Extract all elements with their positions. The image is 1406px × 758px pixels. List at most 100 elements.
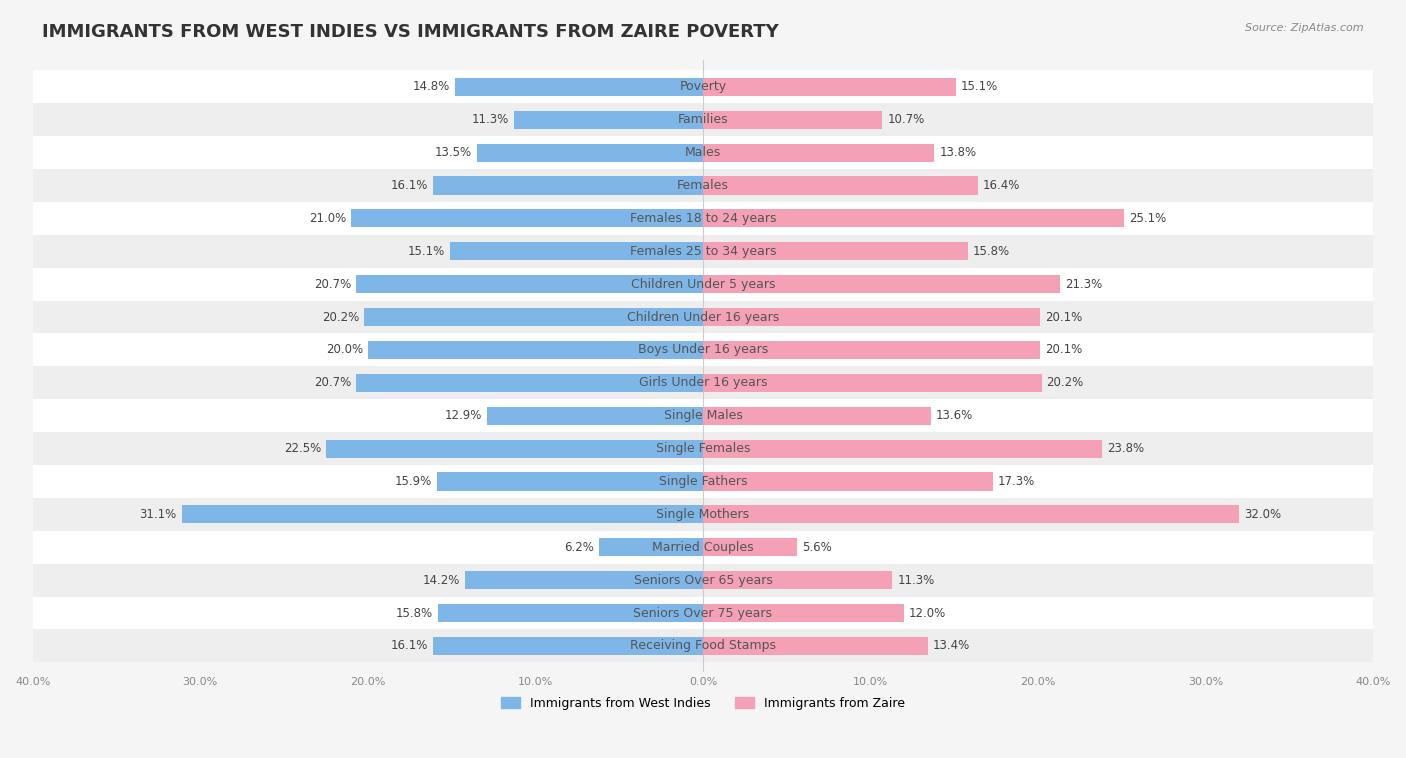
Text: 21.3%: 21.3% bbox=[1064, 277, 1102, 290]
Bar bbox=[436, 472, 703, 490]
Text: Receiving Food Stamps: Receiving Food Stamps bbox=[630, 640, 776, 653]
Bar bbox=[703, 604, 904, 622]
Bar bbox=[703, 177, 977, 195]
Bar bbox=[32, 136, 1374, 169]
Text: 22.5%: 22.5% bbox=[284, 442, 321, 455]
Text: Single Fathers: Single Fathers bbox=[659, 475, 747, 488]
Bar bbox=[32, 597, 1374, 629]
Text: 14.2%: 14.2% bbox=[423, 574, 460, 587]
Legend: Immigrants from West Indies, Immigrants from Zaire: Immigrants from West Indies, Immigrants … bbox=[496, 692, 910, 715]
Bar bbox=[703, 374, 1042, 392]
Bar bbox=[599, 538, 703, 556]
Text: 15.8%: 15.8% bbox=[396, 606, 433, 619]
Text: Single Mothers: Single Mothers bbox=[657, 508, 749, 521]
Bar bbox=[703, 308, 1040, 326]
Bar bbox=[513, 111, 703, 129]
Bar bbox=[32, 268, 1374, 301]
Bar bbox=[703, 78, 956, 96]
Bar bbox=[32, 235, 1374, 268]
Text: 11.3%: 11.3% bbox=[897, 574, 935, 587]
Text: 15.1%: 15.1% bbox=[962, 80, 998, 93]
Bar bbox=[32, 169, 1374, 202]
Text: 20.0%: 20.0% bbox=[326, 343, 363, 356]
Text: 16.4%: 16.4% bbox=[983, 179, 1021, 192]
Text: Single Females: Single Females bbox=[655, 442, 751, 455]
Text: 12.0%: 12.0% bbox=[910, 606, 946, 619]
Text: 10.7%: 10.7% bbox=[887, 113, 925, 126]
Bar bbox=[433, 177, 703, 195]
Bar bbox=[32, 301, 1374, 334]
Bar bbox=[32, 70, 1374, 103]
Bar bbox=[703, 341, 1040, 359]
Text: Males: Males bbox=[685, 146, 721, 159]
Text: Single Males: Single Males bbox=[664, 409, 742, 422]
Bar bbox=[32, 202, 1374, 235]
Text: 31.1%: 31.1% bbox=[139, 508, 177, 521]
Bar bbox=[32, 465, 1374, 498]
Bar bbox=[181, 506, 703, 524]
Bar bbox=[703, 538, 797, 556]
Bar bbox=[703, 571, 893, 589]
Text: 15.8%: 15.8% bbox=[973, 245, 1010, 258]
Text: 16.1%: 16.1% bbox=[391, 179, 429, 192]
Text: Females: Females bbox=[678, 179, 728, 192]
Text: IMMIGRANTS FROM WEST INDIES VS IMMIGRANTS FROM ZAIRE POVERTY: IMMIGRANTS FROM WEST INDIES VS IMMIGRANT… bbox=[42, 23, 779, 41]
Text: Married Couples: Married Couples bbox=[652, 540, 754, 554]
Text: 23.8%: 23.8% bbox=[1107, 442, 1144, 455]
Text: 13.5%: 13.5% bbox=[434, 146, 472, 159]
Text: Children Under 5 years: Children Under 5 years bbox=[631, 277, 775, 290]
Text: 13.8%: 13.8% bbox=[939, 146, 976, 159]
Text: Girls Under 16 years: Girls Under 16 years bbox=[638, 376, 768, 390]
Text: Females 25 to 34 years: Females 25 to 34 years bbox=[630, 245, 776, 258]
Bar bbox=[32, 432, 1374, 465]
Bar bbox=[326, 440, 703, 458]
Text: Females 18 to 24 years: Females 18 to 24 years bbox=[630, 211, 776, 225]
Text: 13.4%: 13.4% bbox=[932, 640, 970, 653]
Text: Seniors Over 75 years: Seniors Over 75 years bbox=[634, 606, 772, 619]
Text: Poverty: Poverty bbox=[679, 80, 727, 93]
Text: 11.3%: 11.3% bbox=[471, 113, 509, 126]
Bar bbox=[450, 243, 703, 260]
Bar bbox=[703, 440, 1102, 458]
Bar bbox=[32, 334, 1374, 366]
Bar bbox=[703, 506, 1239, 524]
Bar bbox=[703, 275, 1060, 293]
Text: 13.6%: 13.6% bbox=[936, 409, 973, 422]
Text: Children Under 16 years: Children Under 16 years bbox=[627, 311, 779, 324]
Bar bbox=[703, 111, 883, 129]
Bar bbox=[32, 498, 1374, 531]
Text: 20.1%: 20.1% bbox=[1045, 311, 1083, 324]
Bar bbox=[703, 406, 931, 424]
Bar bbox=[703, 143, 934, 161]
Bar bbox=[356, 275, 703, 293]
Bar bbox=[32, 366, 1374, 399]
Bar bbox=[356, 374, 703, 392]
Text: 20.7%: 20.7% bbox=[314, 277, 352, 290]
Text: 16.1%: 16.1% bbox=[391, 640, 429, 653]
Bar bbox=[32, 399, 1374, 432]
Bar bbox=[439, 604, 703, 622]
Text: 20.7%: 20.7% bbox=[314, 376, 352, 390]
Text: Boys Under 16 years: Boys Under 16 years bbox=[638, 343, 768, 356]
Bar bbox=[465, 571, 703, 589]
Text: 25.1%: 25.1% bbox=[1129, 211, 1166, 225]
Text: 12.9%: 12.9% bbox=[444, 409, 482, 422]
Text: 32.0%: 32.0% bbox=[1244, 508, 1281, 521]
Bar bbox=[433, 637, 703, 655]
Bar bbox=[477, 143, 703, 161]
Text: 20.1%: 20.1% bbox=[1045, 343, 1083, 356]
Bar bbox=[32, 629, 1374, 662]
Text: 20.2%: 20.2% bbox=[1046, 376, 1084, 390]
Bar bbox=[456, 78, 703, 96]
Bar bbox=[32, 103, 1374, 136]
Bar bbox=[364, 308, 703, 326]
Bar bbox=[352, 209, 703, 227]
Bar bbox=[703, 637, 928, 655]
Text: 17.3%: 17.3% bbox=[998, 475, 1035, 488]
Text: Source: ZipAtlas.com: Source: ZipAtlas.com bbox=[1246, 23, 1364, 33]
Text: 21.0%: 21.0% bbox=[309, 211, 346, 225]
Text: 15.1%: 15.1% bbox=[408, 245, 444, 258]
Bar bbox=[703, 243, 967, 260]
Text: 20.2%: 20.2% bbox=[322, 311, 360, 324]
Text: Seniors Over 65 years: Seniors Over 65 years bbox=[634, 574, 772, 587]
